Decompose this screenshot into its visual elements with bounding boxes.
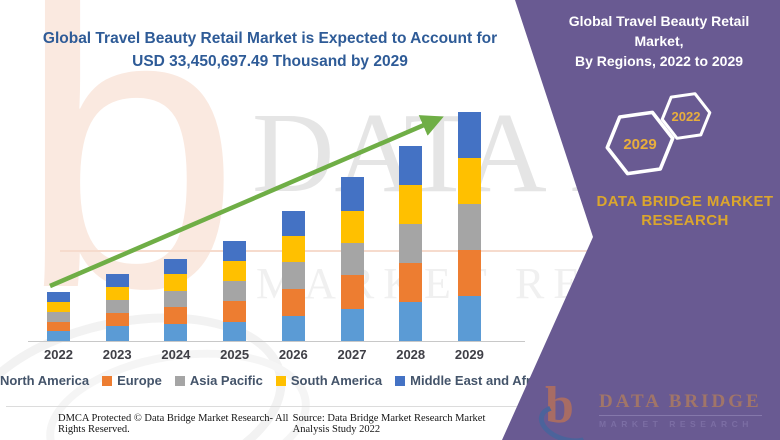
logo-b-glyph: b — [545, 377, 574, 434]
x-axis-label-2026: 2026 — [278, 347, 308, 362]
bar-segment-europe — [105, 312, 129, 327]
bar-2028 — [399, 145, 423, 341]
legend-label: Asia Pacific — [189, 373, 263, 388]
bar-segment-north-america — [457, 296, 481, 341]
bar-segment-north-america — [164, 324, 188, 341]
footer-dmca-text: DMCA Protected © Data Bridge Market Rese… — [58, 413, 289, 435]
bar-segment-middle-east-and-africa — [223, 241, 247, 262]
bar-segment-south-america — [399, 185, 423, 224]
legend-label: North America — [0, 373, 90, 388]
bar-segment-north-america — [223, 322, 247, 341]
legend-item-asia-pacific: Asia Pacific — [174, 373, 263, 388]
bar-segment-europe — [164, 306, 188, 325]
x-axis-label-2023: 2023 — [102, 347, 132, 362]
x-axis-label-2027: 2027 — [337, 347, 367, 362]
year-hexagons: 2029 2022 — [605, 92, 712, 176]
brand-name: DATA BRIDGE MARKET RESEARCH — [596, 192, 774, 230]
bar-segment-asia-pacific — [340, 243, 364, 275]
bar-2029 — [457, 111, 481, 341]
bar-2024 — [164, 258, 188, 341]
bar-segment-middle-east-and-africa — [457, 111, 481, 158]
bar-segment-middle-east-and-africa — [164, 258, 188, 275]
footer-source-text: Source: Data Bridge Market Research Mark… — [292, 413, 486, 435]
brand-name-line2: RESEARCH — [641, 212, 729, 229]
legend-label: Europe — [117, 373, 162, 388]
bar-segment-south-america — [281, 235, 305, 263]
hexagon-2022-shape — [660, 92, 712, 140]
bar-segment-asia-pacific — [457, 204, 481, 250]
footer: DMCA Protected © Data Bridge Market Rese… — [58, 413, 510, 435]
bar-segment-middle-east-and-africa — [340, 176, 364, 212]
bar-segment-europe — [281, 289, 305, 316]
chart-legend: North America Europe Asia Pacific South Ame… — [0, 373, 549, 388]
legend-swatch — [102, 375, 113, 386]
footer-divider — [6, 406, 526, 407]
hexagon-2029-label: 2029 — [623, 136, 656, 153]
legend-item-europe: Europe — [102, 373, 162, 388]
page-title: Global Travel Beauty Retail Market is Ex… — [35, 27, 505, 73]
legend-label: South America — [290, 373, 383, 388]
x-axis-line — [28, 341, 525, 342]
bar-segment-asia-pacific — [281, 262, 305, 290]
side-panel-title-line2: By Regions, 2022 to 2029 — [574, 53, 744, 69]
bar-2027 — [340, 176, 364, 341]
bar-segment-south-america — [223, 261, 247, 282]
bar-segment-europe — [340, 274, 364, 309]
bar-segment-south-america — [457, 157, 481, 205]
bar-segment-europe — [399, 262, 423, 302]
bar-2022 — [47, 292, 70, 341]
hexagon-2029-shape — [605, 110, 675, 176]
x-axis-label-2025: 2025 — [220, 347, 250, 362]
x-axis-label-2024: 2024 — [161, 347, 191, 362]
x-axis-label-2028: 2028 — [396, 347, 426, 362]
bar-segment-south-america — [105, 287, 129, 300]
bar-segment-north-america — [281, 315, 305, 341]
bar-segment-south-america — [47, 301, 70, 312]
bar-segment-middle-east-and-africa — [105, 273, 129, 288]
bar-segment-north-america — [47, 331, 70, 341]
bar-segment-asia-pacific — [47, 311, 70, 322]
bar-segment-south-america — [340, 211, 364, 244]
bar-segment-asia-pacific — [105, 299, 129, 313]
page-title-line2: USD 33,450,697.49 Thousand by 2029 — [132, 53, 408, 70]
bar-segment-north-america — [105, 326, 129, 341]
legend-item-middle-east-and-africa: Middle East and Africa — [395, 373, 549, 388]
bar-segment-south-america — [164, 274, 188, 291]
side-panel-title-line1: Global Travel Beauty Retail Market, — [568, 13, 750, 49]
bar-segment-asia-pacific — [399, 223, 423, 263]
logo-text: DATA BRIDGE MARKET RESEARCH — [599, 383, 762, 429]
legend-swatch — [275, 375, 286, 386]
legend-label: Middle East and Africa — [410, 373, 550, 388]
page-title-line1: Global Travel Beauty Retail Market is Ex… — [42, 30, 498, 47]
bar-2023 — [105, 273, 129, 341]
logo-b-icon: b — [533, 377, 601, 440]
legend-swatch — [395, 375, 406, 386]
bar-segment-middle-east-and-africa — [399, 145, 423, 186]
bar-segment-asia-pacific — [223, 281, 247, 301]
bar-segment-asia-pacific — [164, 290, 188, 307]
bar-segment-north-america — [399, 301, 423, 341]
brand-name-line1: DATA BRIDGE MARKET — [596, 193, 774, 210]
x-axis-label-2022: 2022 — [44, 347, 73, 362]
logo-sub-text: MARKET RESEARCH — [599, 415, 762, 429]
bar-segment-north-america — [340, 308, 364, 341]
company-logo: b DATA BRIDGE MARKET RESEARCH — [533, 377, 762, 440]
logo-brand-text: DATA BRIDGE — [599, 391, 762, 412]
legend-swatch — [174, 375, 185, 386]
bar-segment-middle-east-and-africa — [47, 292, 70, 302]
side-panel-title: Global Travel Beauty Retail Market, By R… — [545, 11, 773, 71]
bar-segment-europe — [457, 249, 481, 297]
bar-2026 — [281, 210, 305, 341]
bar-2025 — [223, 241, 247, 341]
bar-segment-europe — [47, 321, 70, 332]
bar-segment-europe — [223, 300, 247, 323]
bar-segment-middle-east-and-africa — [281, 210, 305, 236]
legend-item-north-america: North America — [0, 373, 89, 388]
legend-item-south-america: South America — [275, 373, 383, 388]
x-axis-label-2029: 2029 — [454, 347, 484, 362]
hexagon-2022-label: 2022 — [672, 109, 701, 124]
